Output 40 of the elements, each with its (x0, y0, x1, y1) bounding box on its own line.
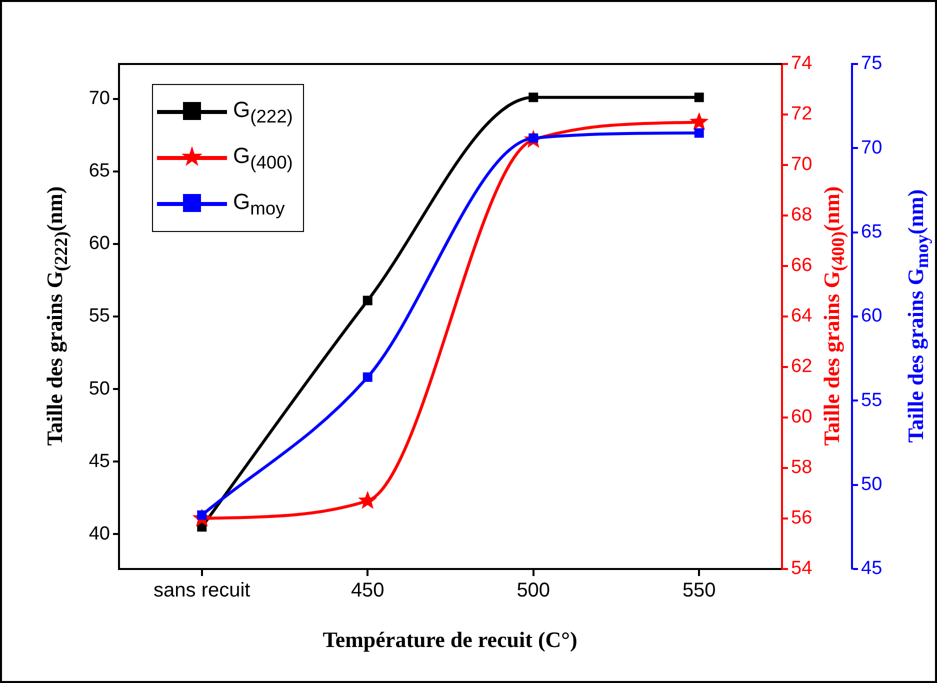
y-tick-label: 60 (88, 233, 110, 254)
y3-tick-label: 60 (861, 306, 882, 327)
point (694, 92, 704, 102)
point (694, 128, 704, 138)
point (528, 92, 538, 102)
y3-tick-label: 75 (861, 53, 882, 74)
y3-tick-label: 65 (861, 222, 882, 243)
y2-tick-label: 70 (791, 154, 812, 176)
x-tick-label: 500 (516, 580, 550, 602)
y2-tick-label: 68 (791, 204, 812, 226)
x-tick-label: 550 (682, 580, 716, 602)
y3-tick-label: 45 (861, 558, 882, 580)
point (362, 372, 372, 382)
y-tick-label: 50 (88, 378, 110, 400)
y2-tick-label: 56 (791, 508, 812, 529)
y2-tick-label: 60 (791, 406, 812, 428)
legend-label: G$_{moy}$ (233, 188, 285, 220)
x-tick-label: sans recuit (154, 580, 251, 602)
y2-tick-label: 64 (791, 306, 813, 327)
y-tick-label: 70 (88, 88, 110, 110)
y2-tick-label: 74 (791, 53, 813, 74)
legend-label: G$_{(400)}$ (233, 142, 293, 174)
y3-tick-label: 70 (861, 137, 882, 158)
y2-tick-label: 62 (791, 356, 812, 378)
y3-tick-label: 50 (861, 474, 882, 496)
y3-tick-label: 55 (861, 390, 882, 411)
x-axis-title: Température de recuit (C°) (322, 627, 578, 653)
x-tick-label: 450 (350, 580, 384, 602)
point (358, 490, 378, 509)
point (362, 296, 372, 306)
y-tick-label: 55 (88, 306, 110, 327)
y-tick-label: 45 (88, 450, 110, 472)
y-tick-label: 40 (88, 523, 110, 544)
y2-tick-label: 66 (791, 255, 812, 276)
point (690, 112, 709, 130)
y2-tick-label: 58 (791, 457, 812, 478)
y2-tick-label: 54 (791, 558, 813, 580)
legend-label: G$_{(222)}$ (233, 96, 293, 128)
y-tick-label: 65 (88, 160, 110, 182)
y2-tick-label: 72 (791, 104, 812, 125)
